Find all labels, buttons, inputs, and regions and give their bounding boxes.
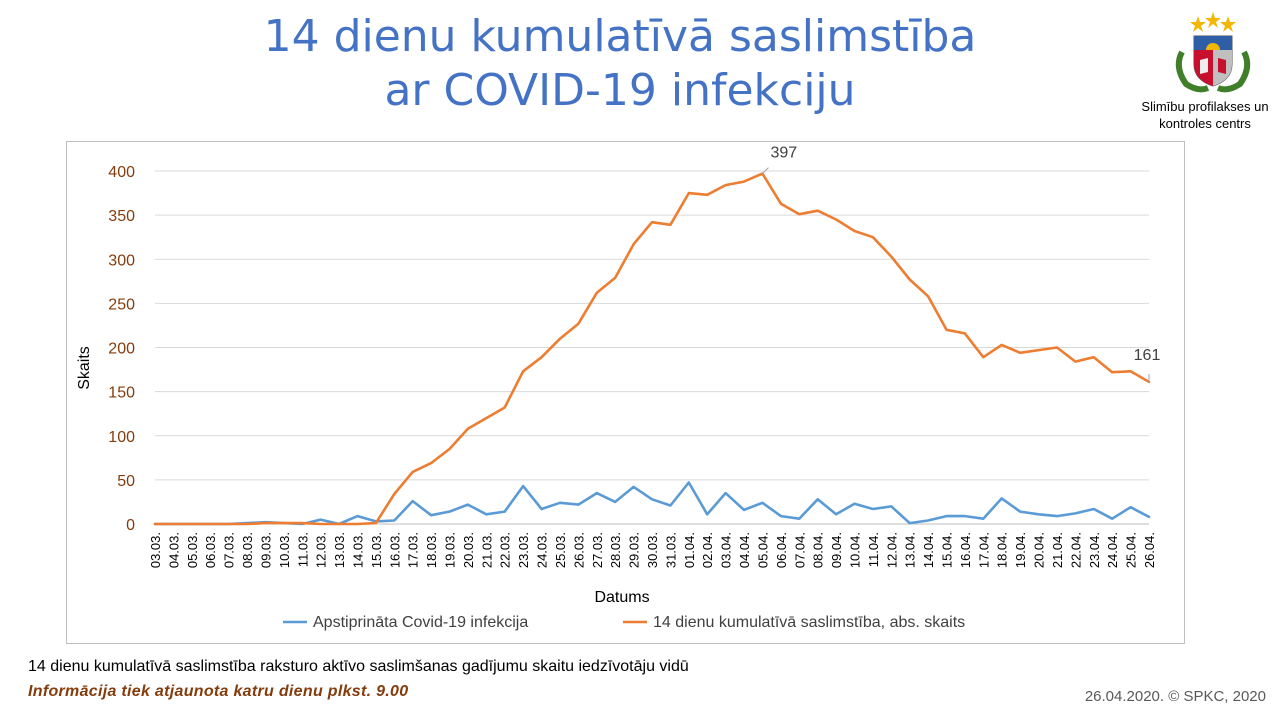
x-tick-label: 18.03. (424, 532, 439, 568)
x-tick-label: 20.03. (461, 532, 476, 568)
x-tick-label: 17.04. (976, 532, 991, 568)
x-tick-label: 13.03. (332, 532, 347, 568)
x-tick-label: 11.03. (295, 532, 310, 567)
x-tick-label: 02.04. (700, 532, 715, 568)
title-line-1: 14 dienu kumulatīvā saslimstība (263, 11, 977, 62)
y-tick-label: 50 (117, 473, 135, 490)
x-tick-label: 14.03. (350, 532, 365, 568)
title-line-2: ar COVID-19 infekciju (384, 65, 856, 116)
y-tick-label: 350 (108, 208, 135, 225)
x-tick-label: 09.04. (829, 532, 844, 568)
x-tick-label: 08.03. (240, 532, 255, 568)
x-tick-label: 04.03. (166, 532, 181, 568)
x-tick-label: 21.03. (479, 532, 494, 568)
legend-entry-1: Apstiprināta Covid-19 infekcija (313, 614, 528, 631)
x-tick-label: 19.03. (443, 532, 458, 568)
x-tick-label: 10.03. (277, 532, 292, 568)
update-note: Informācija tiek atjaunota katru dienu p… (28, 683, 409, 700)
x-tick-label: 05.04. (755, 532, 770, 568)
annotation-leader (762, 167, 769, 175)
x-tick-label: 30.03. (645, 532, 660, 568)
x-tick-label: 16.04. (958, 532, 973, 568)
x-tick-label: 14.04. (921, 532, 936, 568)
x-tick-label: 11.04. (866, 532, 881, 567)
org-name-line-2: kontroles centrs (1159, 116, 1251, 131)
y-tick-label: 100 (108, 429, 135, 446)
star-icon (1190, 12, 1236, 32)
x-tick-label: 25.03. (553, 532, 568, 568)
chart-description: 14 dienu kumulatīvā saslimstība raksturo… (28, 658, 689, 675)
x-tick-label: 03.04. (719, 532, 734, 568)
x-tick-label: 09.03. (258, 532, 273, 568)
y-tick-label: 400 (108, 164, 135, 181)
x-tick-label: 24.03. (535, 532, 550, 568)
y-tick-label: 0 (126, 517, 135, 534)
x-tick-label: 16.03. (387, 532, 402, 568)
x-tick-label: 21.04. (1050, 532, 1065, 568)
organization-name: Slimību profilakses un kontroles centrs (1130, 98, 1280, 132)
x-tick-label: 05.03. (185, 532, 200, 568)
x-tick-label: 28.03. (608, 532, 623, 568)
series-line-2 (153, 172, 1151, 526)
org-name-line-1: Slimību profilakses un (1141, 99, 1269, 114)
series-line-1 (153, 481, 1151, 526)
x-tick-label: 07.04. (792, 532, 807, 568)
x-tick-label: 23.04. (1087, 532, 1102, 568)
x-tick-label: 13.04. (903, 532, 918, 568)
chart-legend: Apstiprināta Covid-19 infekcija 14 dienu … (283, 614, 965, 631)
x-tick-label: 17.03. (406, 532, 421, 568)
data-label: 397 (770, 145, 797, 162)
y-tick-label: 250 (108, 296, 135, 313)
x-tick-label: 10.04. (847, 532, 862, 568)
x-tick-label: 29.03. (627, 532, 642, 568)
x-tick-label: 23.03. (516, 532, 531, 568)
x-tick-label: 18.04. (995, 532, 1010, 568)
x-tick-label: 06.03. (203, 532, 218, 568)
x-tick-label: 15.03. (369, 532, 384, 568)
y-tick-label: 200 (108, 341, 135, 358)
x-tick-label: 15.04. (940, 532, 955, 568)
x-tick-label: 26.04. (1142, 532, 1157, 568)
y-axis-label: Skaits (76, 346, 93, 390)
x-tick-label: 06.04. (774, 532, 789, 568)
page-title: 14 dienu kumulatīvā saslimstība ar COVID… (150, 10, 1090, 118)
coat-of-arms-logo (1175, 12, 1251, 93)
x-tick-label: 03.03. (148, 532, 163, 568)
x-tick-label: 07.03. (222, 532, 237, 568)
x-tick-label: 26.03. (571, 532, 586, 568)
x-tick-label: 25.04. (1124, 532, 1139, 568)
legend-entry-2: 14 dienu kumulatīvā saslimstība, abs. sk… (653, 614, 965, 631)
x-tick-label: 12.03. (314, 532, 329, 568)
y-tick-label: 150 (108, 385, 135, 402)
x-tick-label: 08.04. (811, 532, 826, 568)
x-tick-label: 22.04. (1068, 532, 1083, 568)
x-tick-label: 04.04. (737, 532, 752, 568)
y-tick-label: 300 (108, 252, 135, 269)
x-tick-label: 01.04. (682, 532, 697, 568)
x-tick-label: 27.03. (590, 532, 605, 568)
chart-area: 0 50 100 150 200 250 300 350 400 03.03. 04.03. 05.… (66, 141, 1185, 644)
data-label: 161 (1134, 347, 1161, 364)
x-tick-label: 12.04. (884, 532, 899, 568)
x-tick-label: 22.03. (498, 532, 513, 568)
x-tick-label: 19.04. (1013, 532, 1028, 568)
x-axis-label: Datums (594, 589, 649, 606)
x-tick-label: 31.03. (663, 532, 678, 568)
x-tick-label: 24.04. (1105, 532, 1120, 568)
copyright-text: 26.04.2020. © SPKC, 2020 (1084, 688, 1266, 705)
line-chart: 0 50 100 150 200 250 300 350 400 03.03. 04.03. 05.… (76, 145, 1161, 631)
x-tick-label: 20.04. (1032, 532, 1047, 568)
